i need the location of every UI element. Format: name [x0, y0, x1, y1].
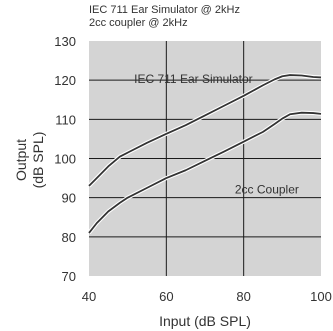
series-group: IEC 711 Ear Simulator 2cc Coupler: [87, 72, 322, 235]
y-axis-label-line-1: Output: [13, 139, 29, 181]
y-tick-label: 70: [62, 269, 76, 284]
series-label: IEC 711 Ear Simulator: [134, 72, 253, 86]
ticks: 70 80 90 100 110 120 130 40 60 80 100: [54, 34, 332, 304]
x-tick-label: 40: [82, 289, 96, 304]
series-line: [88, 74, 322, 187]
x-tick-label: 60: [159, 289, 173, 304]
x-axis-label: Input (dB SPL): [159, 313, 251, 329]
series-label: 2cc Coupler: [235, 182, 299, 196]
x-tick-label: 80: [236, 289, 250, 304]
x-tick-label: 100: [310, 289, 332, 304]
chart-title-line-2: 2cc coupler @ 2kHz: [89, 17, 188, 29]
y-tick-label: 90: [62, 191, 76, 206]
y-tick-label: 80: [62, 230, 76, 245]
series-line: [88, 111, 322, 234]
y-tick-label: 100: [54, 152, 76, 167]
y-axis-label-line-2: (dB SPL): [30, 132, 46, 189]
y-tick-label: 110: [55, 112, 76, 127]
y-tick-label: 130: [54, 34, 76, 49]
chart-title-line-1: IEC 711 Ear Simulator @ 2kHz: [89, 4, 240, 16]
y-tick-label: 120: [54, 73, 76, 88]
